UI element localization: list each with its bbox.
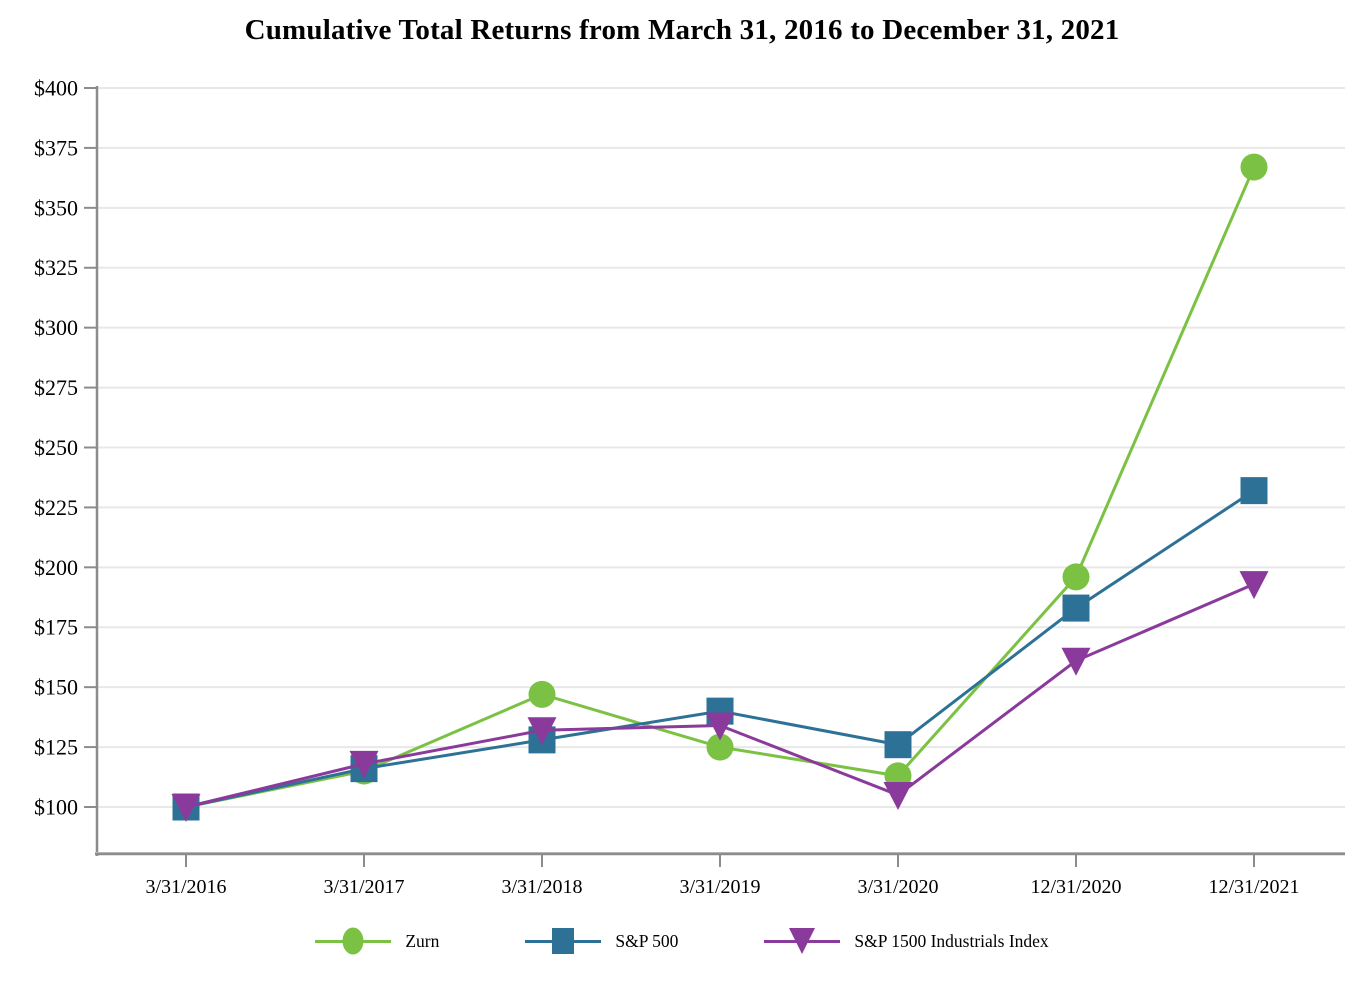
legend-item-sp500: S&P 500 (525, 926, 678, 956)
sp500-line-swatch (525, 926, 602, 956)
marker-zurn (1240, 153, 1268, 181)
legend-label-sp1500: S&P 1500 Industrials Index (854, 930, 1049, 951)
x-axis-label: 3/31/2019 (679, 876, 760, 898)
y-axis-label: $300 (34, 315, 78, 340)
x-axis-label: 3/31/2020 (857, 876, 938, 898)
marker-sp1500 (1239, 571, 1269, 600)
marker-sp1500 (527, 717, 557, 746)
y-axis-label: $250 (34, 435, 78, 460)
y-axis-label: $400 (34, 75, 78, 100)
y-axis-label: $325 (34, 255, 78, 280)
zurn-circle-icon (342, 927, 364, 955)
y-axis-label: $350 (34, 195, 78, 220)
y-axis-label: $100 (34, 795, 78, 820)
marker-sp1500 (1061, 647, 1091, 676)
marker-sp500 (1062, 594, 1090, 622)
marker-zurn (528, 680, 556, 708)
marker-sp500 (884, 731, 912, 759)
legend: Zurn S&P 500 S&P 1500 Industrials Index (0, 926, 1364, 956)
legend-item-sp1500: S&P 1500 Industrials Index (764, 926, 1049, 956)
legend-label-sp500: S&P 500 (615, 930, 679, 951)
marker-zurn (1062, 563, 1090, 591)
sp500-square-icon (552, 928, 575, 954)
marker-sp500 (1240, 477, 1268, 505)
y-axis-label: $275 (34, 375, 78, 400)
x-axis-label: 3/31/2018 (501, 876, 582, 898)
sp1500-line-swatch (764, 926, 841, 956)
y-axis-label: $225 (34, 495, 78, 520)
x-axis-label: 3/31/2016 (145, 876, 226, 898)
x-axis-label: 12/31/2020 (1030, 876, 1121, 898)
marker-sp1500 (349, 750, 379, 779)
zurn-line-swatch (315, 926, 392, 956)
marker-zurn (706, 733, 734, 761)
marker-sp1500 (705, 712, 735, 741)
y-axis-label: $125 (34, 735, 78, 760)
marker-sp1500 (171, 794, 201, 822)
y-axis-label: $375 (34, 135, 78, 160)
y-axis-label: $150 (34, 675, 78, 700)
y-axis-label: $175 (34, 615, 78, 640)
legend-label-zurn: Zurn (405, 930, 440, 951)
legend-item-zurn: Zurn (315, 926, 439, 956)
x-axis-label: 12/31/2021 (1208, 876, 1299, 898)
sp1500-triangle-icon (789, 928, 816, 954)
y-axis-label: $200 (34, 555, 78, 580)
chart-title: Cumulative Total Returns from March 31, … (244, 14, 1120, 46)
x-axis-label: 3/31/2017 (323, 876, 404, 898)
marker-sp1500 (883, 782, 913, 811)
